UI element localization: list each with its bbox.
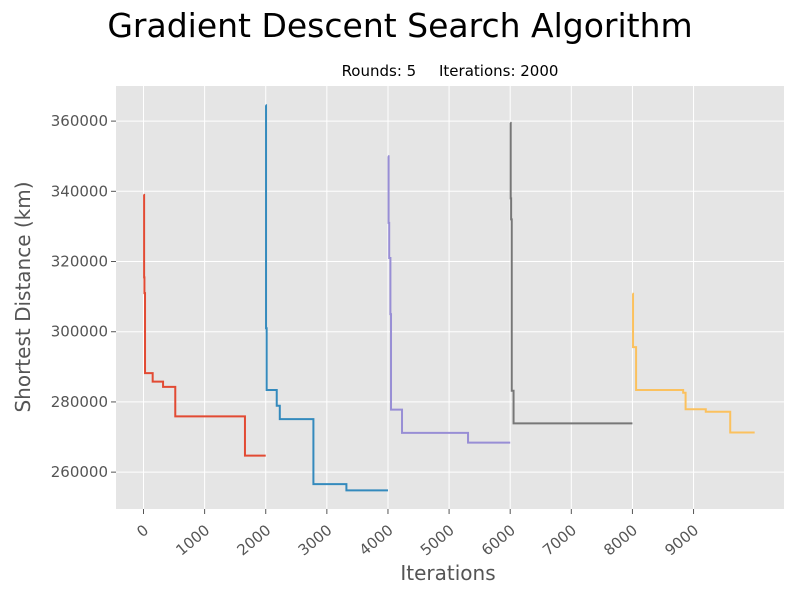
- series-line-2: [265, 104, 388, 492]
- chart-title: Gradient Descent Search Algorithm: [107, 6, 693, 45]
- x-tick-label: 3000: [295, 521, 336, 559]
- rounds-label: Rounds: 5: [341, 62, 417, 80]
- x-tick-label: 8000: [600, 521, 641, 559]
- iterations-label: Iterations: 2000: [439, 62, 559, 80]
- x-tick-label: 6000: [478, 521, 519, 559]
- series-layer: [143, 104, 755, 492]
- x-tick-label: 5000: [417, 521, 458, 559]
- x-tick-label: 2000: [234, 521, 275, 559]
- y-tick-label: 260000: [51, 463, 108, 481]
- series-line-5: [632, 292, 755, 434]
- y-tick-label: 300000: [51, 323, 108, 341]
- series-line-3: [387, 155, 511, 444]
- series-line-1: [143, 193, 266, 457]
- x-axis: 0 1000 2000 3000 4000 5000 6000 7000 8000 9000: [133, 509, 702, 559]
- y-tick-label: 360000: [51, 112, 108, 130]
- y-tick-label: 320000: [51, 253, 108, 271]
- y-axis-label: Shortest Distance (km): [11, 181, 35, 412]
- y-tick-label: 280000: [51, 393, 108, 411]
- x-tick-label: 9000: [661, 521, 702, 559]
- x-tick-label: 1000: [172, 521, 213, 559]
- x-tick-label: 4000: [356, 521, 397, 559]
- series-line-4: [509, 121, 633, 425]
- plot-area: [116, 86, 784, 509]
- y-tick-label: 340000: [51, 182, 108, 200]
- chart-subtitle: Rounds: 5 Iterations: 2000: [116, 62, 784, 80]
- x-tick-label: 0: [133, 521, 152, 541]
- x-tick-label: 7000: [539, 521, 580, 559]
- x-axis-label: Iterations: [400, 561, 495, 585]
- y-axis: 260000 280000 300000 320000 340000 360000: [51, 112, 116, 481]
